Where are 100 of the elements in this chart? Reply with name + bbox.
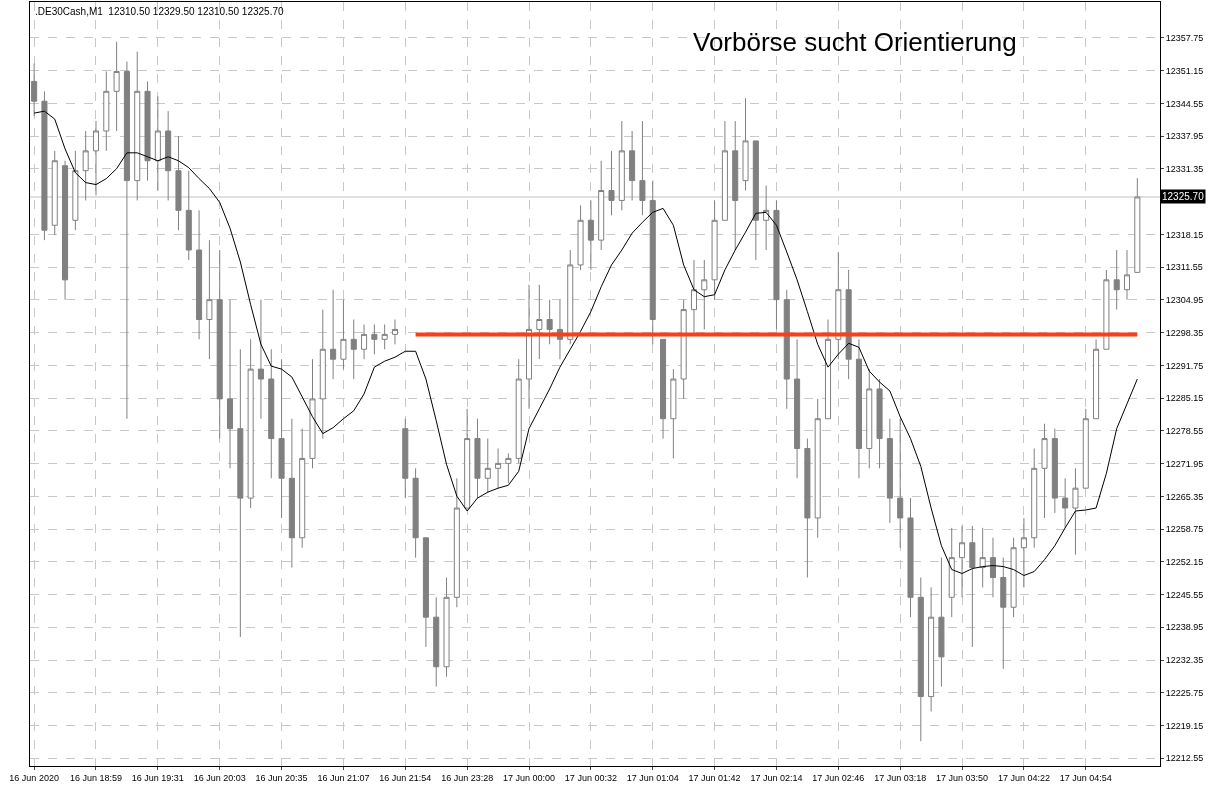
y-tick-label: 12225.75 <box>1165 687 1204 698</box>
candlestick <box>938 557 945 688</box>
candlestick <box>72 150 79 231</box>
candlestick <box>577 204 584 271</box>
y-tick-label: 12357.75 <box>1165 33 1204 44</box>
candlestick <box>1134 177 1141 273</box>
y-tick-label: 12304.95 <box>1165 295 1204 306</box>
candlestick <box>330 289 337 380</box>
candlestick <box>495 447 502 489</box>
candlestick <box>742 97 749 192</box>
candlestick <box>690 259 697 335</box>
candlestick <box>567 249 574 345</box>
x-tick-label: 17 Jun 00:00 <box>502 772 556 783</box>
candlestick <box>422 537 429 648</box>
candlestick <box>123 61 130 420</box>
candlestick <box>340 299 347 370</box>
candlestick <box>804 438 811 578</box>
candlestick <box>670 368 677 459</box>
candlestick <box>309 358 316 469</box>
candlestick <box>453 477 460 608</box>
candlestick <box>959 525 966 598</box>
candlestick <box>855 338 862 479</box>
candlestick <box>1082 408 1089 489</box>
candlestick <box>103 70 110 152</box>
candlestick <box>897 418 904 549</box>
candlestick <box>185 170 192 261</box>
candlestick <box>1072 467 1079 556</box>
x-tick-label: 16 Jun 21:07 <box>317 772 370 783</box>
candlestick <box>433 596 440 688</box>
candlestick <box>763 185 770 251</box>
candlestick <box>1062 477 1069 529</box>
candlestick <box>154 95 161 192</box>
x-tick-label: 16 Jun 20:35 <box>255 772 308 783</box>
y-tick-label: 12238.95 <box>1165 622 1204 633</box>
x-tick-label: 16 Jun 2020 <box>9 772 59 783</box>
candlestick <box>680 299 687 400</box>
candlestick <box>917 576 924 742</box>
chart-subtitle: .DE30Cash,M1 12310.50 12329.50 12310.50 12325.70 <box>35 6 284 17</box>
candlestick <box>1103 269 1110 350</box>
candlestick <box>113 41 120 132</box>
candlestick <box>979 527 986 588</box>
candlestick <box>824 319 832 420</box>
candlestick <box>835 251 842 360</box>
x-tick-label: 16 Jun 19:31 <box>131 772 184 783</box>
candlestick <box>814 398 821 539</box>
candlestick <box>474 418 481 499</box>
x-tick-label: 17 Jun 02:46 <box>812 772 865 783</box>
candlestick <box>505 452 512 484</box>
candlestick <box>299 428 306 549</box>
y-tick-label: 12291.75 <box>1165 360 1204 371</box>
candlestick <box>649 180 656 345</box>
candlestick <box>732 120 739 251</box>
candlestick <box>639 120 646 216</box>
candlestick <box>206 239 213 360</box>
candlestick <box>618 120 625 211</box>
ref-line-label: 12325.70 <box>1162 191 1205 202</box>
y-tick-label: 12311.55 <box>1165 262 1203 273</box>
y-tick-label: 12337.95 <box>1165 131 1204 142</box>
x-tick-label: 17 Jun 04:54 <box>1059 772 1112 783</box>
candlestick <box>886 418 893 524</box>
candlestick <box>783 289 790 410</box>
y-tick-label: 12344.55 <box>1165 98 1204 109</box>
x-tick-label: 16 Jun 21:54 <box>379 772 432 783</box>
candlestick <box>371 323 378 355</box>
candlestick <box>907 497 914 618</box>
y-tick-label: 12245.55 <box>1165 589 1204 600</box>
candlestick <box>752 140 759 261</box>
candlestick <box>134 51 141 201</box>
candlestick <box>1031 447 1038 549</box>
candlestick <box>464 408 471 509</box>
candlestick <box>196 209 203 340</box>
candlestick <box>391 319 399 345</box>
candlestick <box>350 319 357 380</box>
y-tick-label: 12285.15 <box>1165 393 1204 404</box>
x-tick-label: 17 Jun 03:50 <box>936 772 989 783</box>
candlestick <box>515 358 522 464</box>
y-tick-label: 12331.35 <box>1165 164 1204 175</box>
candlestick <box>216 249 223 440</box>
y-tick-label: 12252.15 <box>1165 557 1204 567</box>
x-tick-label: 17 Jun 00:32 <box>564 772 617 783</box>
candlestick <box>866 368 873 469</box>
candlestick <box>41 90 48 241</box>
text: Vorbörse sucht Orientierung <box>693 27 1017 57</box>
candlestick <box>876 378 883 469</box>
y-tick-label: 12318.15 <box>1165 229 1204 240</box>
candlestick <box>928 586 935 712</box>
x-tick-label: 16 Jun 23:28 <box>441 772 494 783</box>
candlestick <box>1093 338 1100 420</box>
candlestick <box>794 338 801 479</box>
x-tick-label: 17 Jun 04:22 <box>997 772 1050 783</box>
y-tick-label: 12271.95 <box>1165 458 1204 469</box>
candlestick <box>536 284 543 360</box>
candlestick <box>1000 557 1007 670</box>
candlestick <box>1020 517 1027 588</box>
candlestick <box>845 269 852 380</box>
candlestick <box>721 120 728 221</box>
candlestick <box>989 537 996 598</box>
candlestick <box>165 110 172 201</box>
candlestick <box>525 284 533 410</box>
candlestick <box>51 150 58 236</box>
